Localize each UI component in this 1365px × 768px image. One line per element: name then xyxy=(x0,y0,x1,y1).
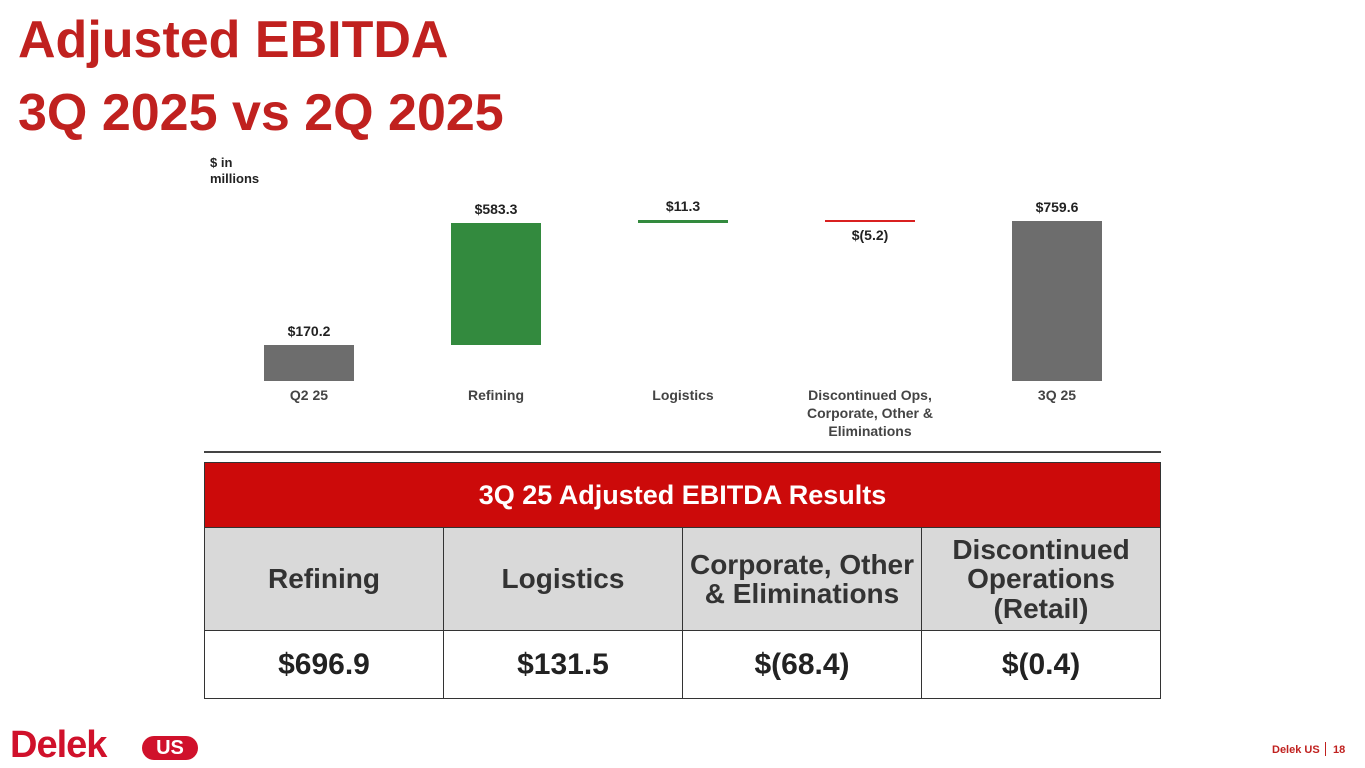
footer-divider xyxy=(1325,742,1326,756)
results-table: 3Q 25 Adjusted EBITDA Results Refining L… xyxy=(204,462,1161,699)
data-label: $583.3 xyxy=(474,200,518,217)
footer-page: 18 xyxy=(1333,744,1346,756)
data-label: $170.2 xyxy=(287,323,331,340)
logo-badge: US xyxy=(142,736,198,760)
x-tick-label: Discontinued Ops, Corporate, Other & Eli… xyxy=(806,387,933,439)
column-header: Corporate, Other & Eliminations xyxy=(682,527,922,631)
x-tick-label: Q2 25 xyxy=(289,387,329,403)
bar xyxy=(638,220,728,223)
column-header: Logistics xyxy=(443,527,683,631)
x-tick-label: Logistics xyxy=(652,387,714,403)
table-title: 3Q 25 Adjusted EBITDA Results xyxy=(204,462,1161,528)
subtitle: 3Q 2025 vs 2Q 2025 xyxy=(18,84,504,142)
cell: $(0.4) xyxy=(921,630,1161,699)
x-tick-label: 3Q 25 xyxy=(1037,387,1077,403)
data-label: $11.3 xyxy=(665,198,701,215)
bar xyxy=(264,345,354,381)
x-tick-label: Refining xyxy=(468,387,524,403)
column-header: Discontinued Operations (Retail) xyxy=(921,527,1161,631)
logo: Delek xyxy=(10,724,107,766)
cell: $131.5 xyxy=(443,630,683,699)
chart: $170.2 Q2 25 $583.3 Refining $11.3 Logistics $… xyxy=(264,198,1102,439)
separator xyxy=(204,451,1161,453)
cell: $696.9 xyxy=(204,630,444,699)
data-label: $(5.2) xyxy=(851,227,889,244)
footer-company: Delek US xyxy=(1272,744,1320,756)
cell: $(68.4) xyxy=(682,630,922,699)
bar xyxy=(451,222,541,346)
unit-label: $ in millions xyxy=(210,155,260,186)
bar xyxy=(825,220,915,223)
data-label: $759.6 xyxy=(1035,199,1079,216)
bar xyxy=(1012,221,1102,381)
title: Adjusted EBITDA xyxy=(18,11,449,69)
column-header: Refining xyxy=(204,527,444,631)
